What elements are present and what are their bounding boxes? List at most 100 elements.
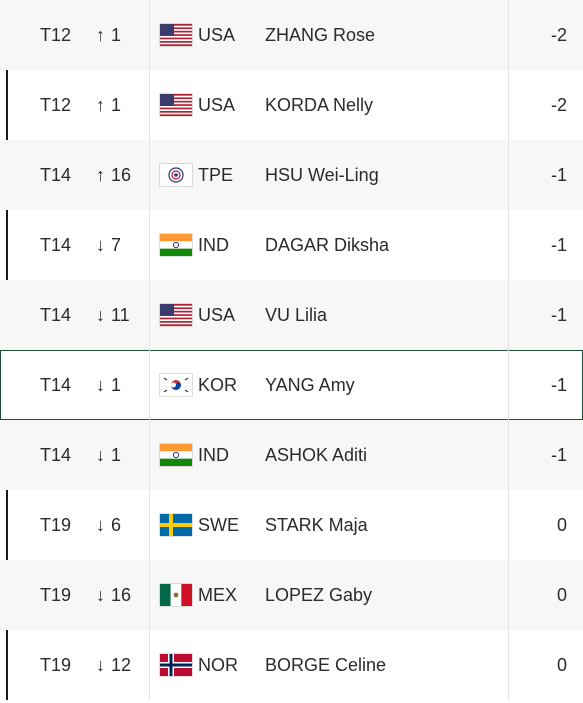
- column-divider: [508, 420, 509, 490]
- position: T14: [40, 164, 72, 185]
- leaderboard-row[interactable]: T14 ↓ 7 IND DAGAR Diksha -1: [0, 210, 583, 280]
- position: T12: [40, 94, 72, 115]
- movement: ↑ 16: [96, 165, 152, 186]
- score: -1: [550, 444, 567, 465]
- nor-flag-icon: [160, 654, 192, 676]
- score: -2: [550, 94, 567, 115]
- usa-flag-icon: [160, 94, 192, 116]
- column-divider: [149, 560, 150, 630]
- score: 0: [556, 654, 567, 675]
- movement-value: 1: [111, 444, 122, 465]
- leaderboard-row[interactable]: T14 ↓ 11 USA VU Lilia -1: [0, 280, 583, 350]
- nationality: TPE: [160, 164, 233, 186]
- movement: ↓ 16: [96, 585, 152, 606]
- column-divider: [508, 70, 509, 140]
- movement-value: 1: [111, 374, 122, 395]
- player-name[interactable]: YANG Amy: [265, 374, 355, 395]
- country-code: USA: [198, 24, 236, 45]
- tpe-flag-icon: [160, 164, 192, 186]
- movement: ↓ 12: [96, 655, 152, 676]
- column-divider: [508, 490, 509, 560]
- player-name[interactable]: STARK Maja: [265, 514, 368, 535]
- leaderboard-row[interactable]: T19 ↓ 16 MEX LOPEZ Gaby 0: [0, 560, 583, 630]
- leaderboard-row[interactable]: T12 ↑ 1 USA ZHANG Rose -2: [0, 0, 583, 70]
- country-code: KOR: [198, 374, 238, 395]
- position: T14: [40, 304, 72, 325]
- movement: ↓ 6: [96, 515, 152, 536]
- player-name[interactable]: VU Lilia: [265, 304, 328, 325]
- ind-flag-icon: [160, 444, 192, 466]
- column-divider: [149, 490, 150, 560]
- leaderboard-row[interactable]: T14 ↓ 1 IND ASHOK Aditi -1: [0, 420, 583, 490]
- movement-value: 6: [111, 514, 122, 535]
- position: T12: [40, 24, 72, 45]
- column-divider: [149, 350, 150, 420]
- player-name[interactable]: ASHOK Aditi: [265, 444, 368, 465]
- arrow-down-icon: ↓: [96, 584, 105, 605]
- arrow-up-icon: ↑: [96, 24, 105, 45]
- player-name[interactable]: DAGAR Diksha: [265, 234, 390, 255]
- ind-flag-icon: [160, 234, 192, 256]
- usa-flag-icon: [160, 24, 192, 46]
- leaderboard-row-selected[interactable]: T14 ↓ 1 KOR YANG Amy -1: [0, 350, 583, 420]
- position: T14: [40, 444, 72, 465]
- movement-value: 1: [111, 94, 122, 115]
- player-name[interactable]: KORDA Nelly: [265, 94, 374, 115]
- country-code: NOR: [198, 654, 238, 675]
- score: 0: [556, 584, 567, 605]
- movement-value: 11: [111, 304, 130, 325]
- nationality: MEX: [160, 584, 237, 606]
- leaderboard-row[interactable]: T14 ↑ 16 TPE HSU Wei-Ling -1: [0, 140, 583, 210]
- arrow-down-icon: ↓: [96, 514, 105, 535]
- player-name[interactable]: BORGE Celine: [265, 654, 387, 675]
- nationality: IND: [160, 234, 229, 256]
- kor-flag-icon: [160, 374, 192, 396]
- nationality: KOR: [160, 374, 237, 396]
- swe-flag-icon: [160, 514, 192, 536]
- movement: ↓ 7: [96, 235, 152, 256]
- movement-value: 1: [111, 24, 122, 45]
- country-code: TPE: [198, 164, 234, 185]
- column-divider: [149, 70, 150, 140]
- movement: ↓ 11: [96, 305, 152, 326]
- score: -1: [550, 304, 567, 325]
- country-code: SWE: [198, 514, 240, 535]
- nationality: USA: [160, 24, 235, 46]
- country-code: USA: [198, 304, 236, 325]
- country-code: USA: [198, 94, 236, 115]
- movement: ↓ 1: [96, 375, 152, 396]
- nationality: NOR: [160, 654, 238, 676]
- column-divider: [149, 210, 150, 280]
- score: -1: [550, 164, 567, 185]
- usa-flag-icon: [160, 304, 192, 326]
- column-divider: [149, 280, 150, 350]
- arrow-down-icon: ↓: [96, 234, 105, 255]
- movement-value: 7: [111, 234, 122, 255]
- column-divider: [149, 140, 150, 210]
- leaderboard-row[interactable]: T12 ↑ 1 USA KORDA Nelly -2: [0, 70, 583, 140]
- column-divider: [149, 0, 150, 70]
- movement: ↑ 1: [96, 95, 152, 116]
- arrow-down-icon: ↓: [96, 374, 105, 395]
- movement: ↓ 1: [96, 445, 152, 466]
- position: T14: [40, 374, 72, 395]
- arrow-up-icon: ↑: [96, 164, 105, 185]
- player-name[interactable]: LOPEZ Gaby: [265, 584, 373, 605]
- leaderboard-row[interactable]: T19 ↓ 6 SWE STARK Maja 0: [0, 490, 583, 560]
- nationality: IND: [160, 444, 229, 466]
- player-name[interactable]: ZHANG Rose: [265, 24, 376, 45]
- score: -2: [550, 24, 567, 45]
- movement: ↑ 1: [96, 25, 152, 46]
- nationality: USA: [160, 304, 235, 326]
- arrow-down-icon: ↓: [96, 444, 105, 465]
- position: T19: [40, 584, 72, 605]
- country-code: MEX: [198, 584, 238, 605]
- arrow-up-icon: ↑: [96, 94, 105, 115]
- column-divider: [508, 350, 509, 420]
- player-name[interactable]: HSU Wei-Ling: [265, 164, 379, 185]
- movement-value: 16: [111, 584, 132, 605]
- arrow-down-icon: ↓: [96, 654, 105, 675]
- column-divider: [508, 280, 509, 350]
- leaderboard-row[interactable]: T19 ↓ 12 NOR BORGE Celine 0: [0, 630, 583, 700]
